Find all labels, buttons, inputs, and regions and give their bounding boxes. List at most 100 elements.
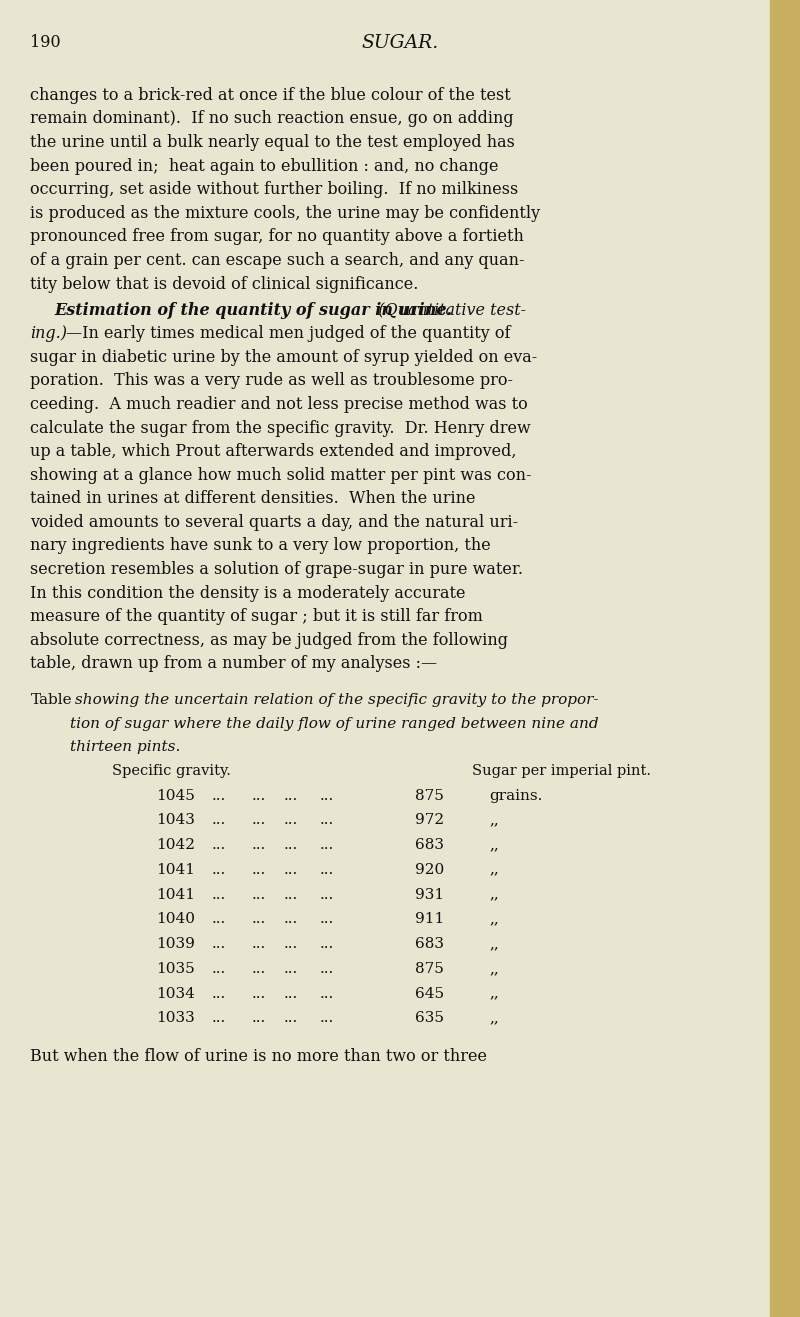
- Text: ...: ...: [252, 961, 266, 976]
- Text: 920: 920: [414, 863, 444, 877]
- Text: Specific gravity.: Specific gravity.: [112, 764, 231, 778]
- Text: Table: Table: [30, 693, 72, 707]
- Text: ...: ...: [212, 888, 226, 902]
- Text: 1043: 1043: [156, 814, 195, 827]
- Text: 1040: 1040: [156, 913, 195, 926]
- Text: ...: ...: [252, 814, 266, 827]
- Text: ...: ...: [252, 913, 266, 926]
- Text: ...: ...: [252, 986, 266, 1001]
- Text: ...: ...: [212, 863, 226, 877]
- Text: ...: ...: [252, 938, 266, 951]
- Text: ...: ...: [320, 1011, 334, 1026]
- Text: ...: ...: [284, 838, 298, 852]
- Text: 931: 931: [415, 888, 444, 902]
- Text: 1035: 1035: [156, 961, 194, 976]
- Text: tity below that is devoid of clinical significance.: tity below that is devoid of clinical si…: [30, 275, 418, 292]
- Text: SUGAR.: SUGAR.: [362, 34, 438, 53]
- Text: 875: 875: [415, 961, 444, 976]
- Text: tion of sugar where the daily flow of urine ranged between nine and: tion of sugar where the daily flow of ur…: [70, 716, 599, 731]
- Text: Sugar per imperial pint.: Sugar per imperial pint.: [472, 764, 651, 778]
- Text: is produced as the mixture cools, the urine may be confidently: is produced as the mixture cools, the ur…: [30, 205, 541, 221]
- Text: ...: ...: [284, 863, 298, 877]
- Text: ...: ...: [284, 986, 298, 1001]
- Text: sugar in diabetic urine by the amount of syrup yielded on eva-: sugar in diabetic urine by the amount of…: [30, 349, 538, 366]
- Text: 875: 875: [415, 789, 444, 802]
- Text: ...: ...: [320, 913, 334, 926]
- Text: absolute correctness, as may be judged from the following: absolute correctness, as may be judged f…: [30, 632, 509, 649]
- Text: ...: ...: [284, 938, 298, 951]
- Text: ...: ...: [212, 986, 226, 1001]
- Text: poration.  This was a very rude as well as troublesome pro-: poration. This was a very rude as well a…: [30, 373, 514, 390]
- Text: ,,: ,,: [490, 961, 499, 976]
- Text: ...: ...: [252, 888, 266, 902]
- Text: But when the flow of urine is no more than two or three: But when the flow of urine is no more th…: [30, 1048, 487, 1065]
- Text: —In early times medical men judged of the quantity of: —In early times medical men judged of th…: [66, 325, 510, 342]
- Text: ...: ...: [320, 789, 334, 802]
- Text: calculate the sugar from the specific gravity.  Dr. Henry drew: calculate the sugar from the specific gr…: [30, 420, 531, 437]
- Text: secretion resembles a solution of grape-sugar in pure water.: secretion resembles a solution of grape-…: [30, 561, 523, 578]
- Text: (Quantitative test-: (Quantitative test-: [368, 302, 526, 319]
- Text: 1034: 1034: [156, 986, 195, 1001]
- Text: nary ingredients have sunk to a very low proportion, the: nary ingredients have sunk to a very low…: [30, 537, 491, 554]
- Text: ...: ...: [320, 986, 334, 1001]
- Text: ...: ...: [252, 789, 266, 802]
- Text: ,,: ,,: [490, 814, 499, 827]
- Text: pronounced free from sugar, for no quantity above a fortieth: pronounced free from sugar, for no quant…: [30, 228, 524, 245]
- Text: measure of the quantity of sugar ; but it is still far from: measure of the quantity of sugar ; but i…: [30, 608, 483, 626]
- Text: ...: ...: [284, 1011, 298, 1026]
- Text: ,,: ,,: [490, 1011, 499, 1026]
- Text: ,,: ,,: [490, 888, 499, 902]
- Text: ceeding.  A much readier and not less precise method was to: ceeding. A much readier and not less pre…: [30, 396, 528, 414]
- Text: ...: ...: [284, 913, 298, 926]
- Text: In this condition the density is a moderately accurate: In this condition the density is a moder…: [30, 585, 466, 602]
- Text: 635: 635: [415, 1011, 444, 1026]
- Text: ing.): ing.): [30, 325, 67, 342]
- Text: 1042: 1042: [156, 838, 195, 852]
- Text: of a grain per cent. can escape such a search, and any quan-: of a grain per cent. can escape such a s…: [30, 252, 525, 269]
- Text: ...: ...: [320, 888, 334, 902]
- Text: 1041: 1041: [156, 863, 195, 877]
- Text: showing the uncertain relation of the specific gravity to the propor-: showing the uncertain relation of the sp…: [70, 693, 599, 707]
- Text: ...: ...: [252, 863, 266, 877]
- Text: ,,: ,,: [490, 986, 499, 1001]
- Bar: [770, 0, 800, 1317]
- Text: ...: ...: [212, 1011, 226, 1026]
- Text: 1041: 1041: [156, 888, 195, 902]
- Text: tained in urines at different densities.  When the urine: tained in urines at different densities.…: [30, 490, 476, 507]
- Text: remain dominant).  If no such reaction ensue, go on adding: remain dominant). If no such reaction en…: [30, 111, 514, 128]
- Text: ...: ...: [212, 838, 226, 852]
- Text: been poured in;  heat again to ebullition : and, no change: been poured in; heat again to ebullition…: [30, 158, 499, 175]
- Text: ...: ...: [212, 913, 226, 926]
- Text: ...: ...: [212, 961, 226, 976]
- Text: ,,: ,,: [490, 913, 499, 926]
- Text: 683: 683: [415, 938, 444, 951]
- Text: thirteen pints.: thirteen pints.: [70, 740, 181, 755]
- Text: up a table, which Prout afterwards extended and improved,: up a table, which Prout afterwards exten…: [30, 444, 517, 460]
- Text: ...: ...: [320, 838, 334, 852]
- Text: ...: ...: [284, 961, 298, 976]
- Text: ,,: ,,: [490, 838, 499, 852]
- Text: ...: ...: [320, 863, 334, 877]
- Text: ...: ...: [284, 888, 298, 902]
- Text: ...: ...: [284, 814, 298, 827]
- Text: Estimation of the quantity of sugar in urine.: Estimation of the quantity of sugar in u…: [54, 302, 453, 319]
- Text: 683: 683: [415, 838, 444, 852]
- Text: ,,: ,,: [490, 863, 499, 877]
- Text: ...: ...: [212, 814, 226, 827]
- Text: ...: ...: [320, 814, 334, 827]
- Text: 1033: 1033: [156, 1011, 194, 1026]
- Text: 972: 972: [415, 814, 444, 827]
- Text: ,,: ,,: [490, 938, 499, 951]
- Text: changes to a brick-red at once if the blue colour of the test: changes to a brick-red at once if the bl…: [30, 87, 511, 104]
- Text: grains.: grains.: [490, 789, 543, 802]
- Text: 1039: 1039: [156, 938, 195, 951]
- Text: voided amounts to several quarts a day, and the natural uri-: voided amounts to several quarts a day, …: [30, 514, 518, 531]
- Text: 645: 645: [415, 986, 444, 1001]
- Text: ...: ...: [320, 961, 334, 976]
- Text: showing at a glance how much solid matter per pint was con-: showing at a glance how much solid matte…: [30, 466, 532, 483]
- Text: the urine until a bulk nearly equal to the test employed has: the urine until a bulk nearly equal to t…: [30, 134, 515, 151]
- Text: occurring, set aside without further boiling.  If no milkiness: occurring, set aside without further boi…: [30, 182, 518, 199]
- Text: ...: ...: [284, 789, 298, 802]
- Text: 1045: 1045: [156, 789, 195, 802]
- Text: ...: ...: [212, 938, 226, 951]
